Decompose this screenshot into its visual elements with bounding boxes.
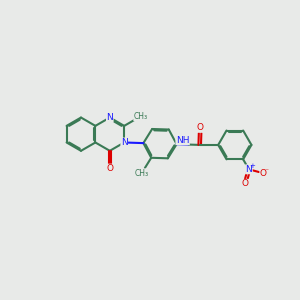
Text: O: O bbox=[197, 123, 204, 132]
Text: CH₃: CH₃ bbox=[134, 169, 149, 178]
Text: O: O bbox=[260, 169, 267, 178]
Text: N: N bbox=[245, 165, 252, 174]
Text: NH: NH bbox=[176, 136, 189, 145]
Text: +: + bbox=[249, 163, 255, 169]
Text: CH₃: CH₃ bbox=[134, 112, 148, 121]
Text: O: O bbox=[242, 179, 248, 188]
Text: N: N bbox=[106, 113, 113, 122]
Text: O: O bbox=[106, 164, 113, 173]
Text: N: N bbox=[121, 138, 128, 147]
Text: ⁻: ⁻ bbox=[264, 167, 268, 176]
